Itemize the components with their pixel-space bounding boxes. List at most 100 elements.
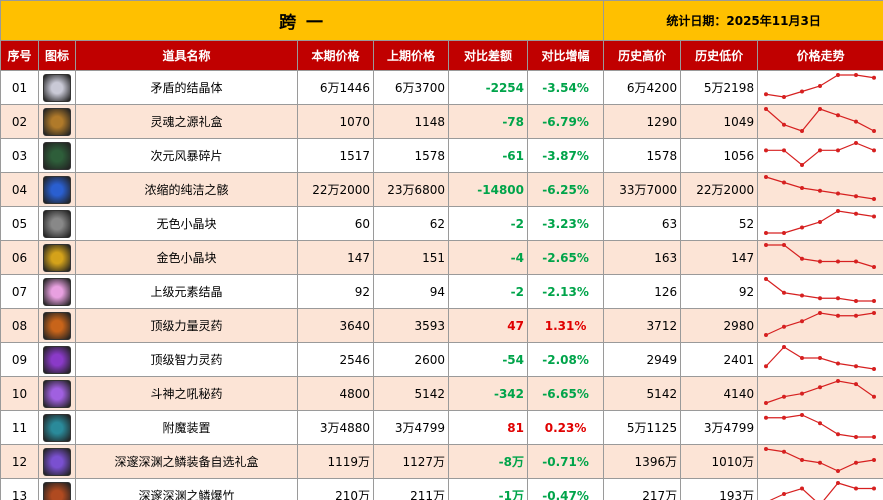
trend-point bbox=[764, 277, 769, 281]
icon-cell bbox=[38, 138, 76, 173]
item-icon bbox=[43, 107, 71, 136]
trend-point bbox=[854, 435, 859, 439]
historic-high: 2949 bbox=[603, 342, 682, 377]
current-price: 210万 bbox=[297, 478, 374, 500]
row-number: 11 bbox=[0, 410, 39, 445]
previous-price: 3593 bbox=[373, 308, 449, 343]
icon-cell bbox=[38, 240, 76, 275]
current-price: 22万2000 bbox=[297, 172, 374, 207]
trend-point bbox=[872, 311, 877, 315]
sparkline bbox=[764, 107, 877, 133]
trend-point bbox=[854, 119, 859, 124]
item-icon bbox=[43, 175, 71, 204]
trend-point bbox=[818, 259, 823, 264]
trend-point bbox=[836, 379, 841, 383]
trend-point bbox=[836, 296, 841, 301]
previous-price: 211万 bbox=[373, 478, 449, 500]
trend-point bbox=[782, 415, 787, 420]
trend-point bbox=[854, 211, 859, 216]
trend-point bbox=[764, 92, 769, 97]
trend-point bbox=[764, 401, 769, 405]
column-header: 历史低价 bbox=[680, 40, 759, 71]
sparkline bbox=[764, 243, 877, 269]
historic-high: 63 bbox=[603, 206, 682, 241]
item-name: 浓缩的纯洁之骸 bbox=[75, 172, 298, 207]
trend-cell bbox=[757, 138, 883, 173]
row-number: 01 bbox=[0, 70, 39, 105]
current-price: 92 bbox=[297, 274, 374, 309]
price-diff: -54 bbox=[448, 342, 528, 377]
sparkline bbox=[764, 209, 877, 235]
price-change: 1.31% bbox=[526, 308, 605, 343]
price-diff: 81 bbox=[448, 410, 528, 445]
trend-cell bbox=[757, 240, 883, 275]
trend-cell bbox=[757, 410, 883, 445]
historic-high: 3712 bbox=[603, 308, 682, 343]
icon-cell bbox=[38, 104, 76, 139]
sparkline bbox=[764, 277, 877, 303]
trend-point bbox=[872, 435, 877, 439]
icon-cell bbox=[38, 206, 76, 241]
column-header: 历史高价 bbox=[603, 40, 682, 71]
price-change: -3.23% bbox=[526, 206, 605, 241]
sparkline bbox=[764, 175, 877, 201]
item-icon bbox=[43, 311, 71, 340]
trend-cell bbox=[757, 70, 883, 105]
trend-point bbox=[764, 107, 769, 111]
previous-price: 23万6800 bbox=[373, 172, 449, 207]
trend-point bbox=[836, 148, 841, 153]
trend-point bbox=[764, 415, 769, 420]
trend-point bbox=[872, 75, 877, 80]
trend-point bbox=[872, 299, 877, 303]
historic-high: 33万7000 bbox=[603, 172, 682, 207]
row-number: 13 bbox=[0, 478, 39, 500]
date: 统计日期：2025年11月3日 bbox=[603, 0, 883, 41]
price-change: 0.23% bbox=[526, 410, 605, 445]
sparkline bbox=[764, 413, 877, 439]
row-number: 12 bbox=[0, 444, 39, 479]
column-header: 对比增幅 bbox=[526, 40, 605, 71]
trend-point bbox=[836, 191, 841, 196]
trend-point bbox=[836, 259, 841, 264]
item-row: 07 上级元素结晶 92 94 -2 -2.13% 126 92 bbox=[0, 274, 883, 309]
historic-low: 92 bbox=[680, 274, 759, 309]
trend-point bbox=[854, 259, 859, 264]
item-name: 矛盾的结晶体 bbox=[75, 70, 298, 105]
icon-cell bbox=[38, 308, 76, 343]
trend-point bbox=[800, 391, 805, 396]
icon-cell bbox=[38, 274, 76, 309]
historic-high: 6万4200 bbox=[603, 70, 682, 105]
trend-point bbox=[800, 458, 805, 462]
item-name: 金色小晶块 bbox=[75, 240, 298, 275]
previous-price: 1127万 bbox=[373, 444, 449, 479]
trend-point bbox=[836, 481, 841, 485]
item-row: 11 附魔装置 3万4880 3万4799 81 0.23% 5万1125 3万4799 bbox=[0, 410, 883, 445]
item-row: 12 深邃深渊之鳞装备自选礼盒 1119万 1127万 -8万 -0.71% 1396万 10… bbox=[0, 444, 883, 479]
current-price: 3640 bbox=[297, 308, 374, 343]
column-header: 对比差额 bbox=[448, 40, 528, 71]
current-price: 60 bbox=[297, 206, 374, 241]
current-price: 1070 bbox=[297, 104, 374, 139]
trend-point bbox=[854, 299, 859, 303]
trend-point bbox=[836, 361, 841, 366]
historic-low: 1056 bbox=[680, 138, 759, 173]
trend-point bbox=[836, 113, 841, 118]
header-row: 序号 图标 道具名称 本期价格 上期价格 对比差额 对比增幅 历史高价 历史低价 价格走势 bbox=[0, 40, 883, 71]
trend-line bbox=[765, 108, 875, 132]
trend-point bbox=[782, 122, 787, 127]
sparkline bbox=[764, 73, 877, 99]
previous-price: 62 bbox=[373, 206, 449, 241]
historic-low: 52 bbox=[680, 206, 759, 241]
item-name: 灵魂之源礼盒 bbox=[75, 104, 298, 139]
item-icon bbox=[43, 447, 71, 476]
historic-low: 1049 bbox=[680, 104, 759, 139]
price-diff: 47 bbox=[448, 308, 528, 343]
price-diff: -1万 bbox=[448, 478, 528, 500]
trend-point bbox=[764, 175, 769, 179]
item-row: 03 次元风暴碎片 1517 1578 -61 -3.87% 1578 1056 bbox=[0, 138, 883, 173]
sparkline bbox=[764, 141, 877, 167]
trend-point bbox=[764, 243, 769, 247]
